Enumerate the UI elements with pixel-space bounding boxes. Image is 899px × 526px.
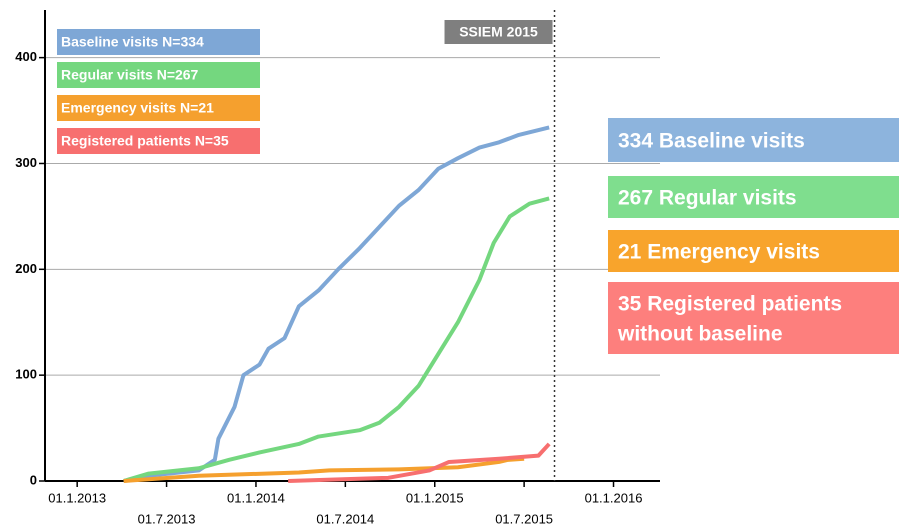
x-tick-label: 01.7.2015: [495, 511, 553, 526]
y-tick-label: 200: [15, 261, 37, 276]
legend-swatch: [57, 62, 260, 88]
series-line: [123, 125, 550, 483]
x-tick-label: 01.1.2015: [406, 490, 464, 505]
legend-label: Regular visits N=267: [61, 67, 199, 83]
x-tick-label: 01.7.2013: [138, 511, 196, 526]
series-line: [123, 196, 550, 483]
legend-swatch: [57, 29, 260, 55]
legend-swatch: [57, 95, 260, 121]
annotation-box: [608, 118, 899, 162]
annotation-box: [608, 282, 899, 354]
y-tick-label: 400: [15, 49, 37, 64]
annotation-text: without baseline: [617, 323, 783, 346]
annotation-text: 267 Regular visits: [618, 187, 797, 210]
series-line: [123, 456, 525, 483]
y-tick-label: 0: [30, 472, 37, 487]
event-label-bg: [444, 20, 553, 44]
annotation-box: [608, 230, 899, 272]
x-tick-label: 01.1.2014: [227, 490, 285, 505]
annotation-text: 21 Emergency visits: [618, 241, 820, 264]
series-line: [288, 442, 551, 483]
x-tick-label: 01.1.2013: [48, 490, 106, 505]
annotation-text: 334 Baseline visits: [618, 130, 805, 153]
x-tick-label: 01.7.2014: [316, 511, 374, 526]
legend-label: Baseline visits N=334: [61, 34, 204, 50]
legend-label: Emergency visits N=21: [61, 100, 214, 116]
legend-swatch: [57, 128, 260, 154]
event-label: SSIEM 2015: [459, 24, 538, 40]
annotation-text: 35 Registered patients: [618, 293, 842, 316]
x-tick-label: 01.1.2016: [585, 490, 643, 505]
y-tick-label: 300: [15, 155, 37, 170]
annotation-box: [608, 176, 899, 218]
y-tick-label: 100: [15, 367, 37, 382]
legend-label: Registered patients N=35: [61, 133, 229, 149]
